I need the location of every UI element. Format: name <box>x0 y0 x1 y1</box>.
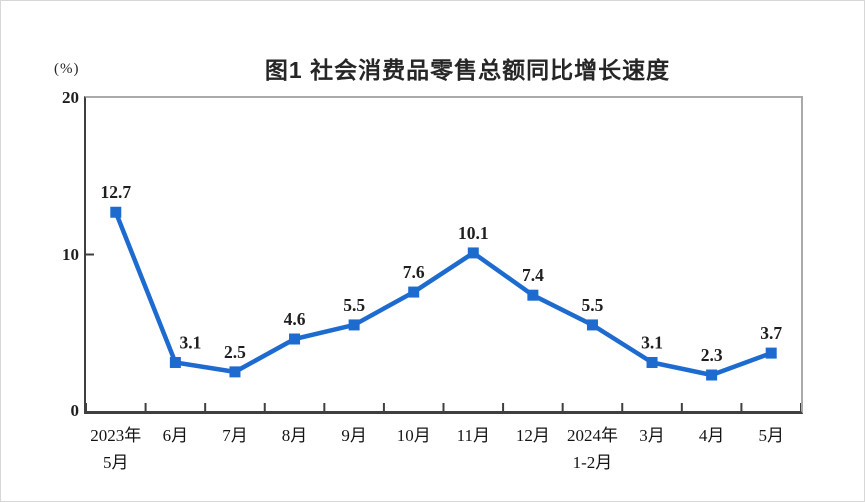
x-axis-label: 8月 <box>247 422 343 449</box>
x-axis-label: 4月 <box>664 422 760 449</box>
x-axis-label-line: 9月 <box>341 426 367 445</box>
data-point-label: 7.6 <box>403 262 425 282</box>
data-point-marker <box>765 347 777 359</box>
x-axis-label-line: 12月 <box>515 426 550 445</box>
x-axis-label-line: 4月 <box>698 426 725 445</box>
x-axis-label: 6月 <box>127 422 223 449</box>
data-point-marker <box>408 286 420 298</box>
line-chart: 12.7 3.1 2.5 4.6 5.5 7.6 10.1 7.4 5.5 3.1 2.3 3.7 <box>86 182 801 411</box>
x-axis-label: 3月 <box>604 422 700 449</box>
y-axis-tick-label: 0 <box>70 401 80 420</box>
x-axis-label: 12月 <box>485 422 581 449</box>
y-axis-tick-label: 10 <box>62 244 79 264</box>
trend-line <box>113 211 772 378</box>
x-axis-label: 2024年 1-2月 <box>544 422 640 476</box>
x-axis-label-line: 6月 <box>162 426 189 445</box>
x-axis-label: 2023年 5月 <box>68 422 164 476</box>
data-point-marker <box>348 319 360 331</box>
data-point-label: 4.6 <box>284 309 306 329</box>
data-point-marker <box>527 289 539 301</box>
x-axis-label: 10月 <box>366 422 462 449</box>
data-point-label: 10.1 <box>458 223 489 243</box>
data-point-marker <box>110 206 122 218</box>
plot-area: 12.7 3.1 2.5 4.6 5.5 7.6 10.1 7.4 5.5 3.1 2.3 3.7 <box>84 96 803 414</box>
data-point-marker <box>586 319 598 331</box>
chart-title: 图1 社会消费品零售总额同比增长速度 <box>264 57 671 83</box>
data-point-label: 3.1 <box>179 332 201 352</box>
x-axis-labels: 2023年 5月 6月 7月 8月 9月 10月 11月 12月 2024年 1-2月 3月 4月 5月 <box>86 422 801 492</box>
x-axis-label-line: 11月 <box>456 426 490 445</box>
x-axis-label: 11月 <box>425 422 521 449</box>
data-point-marker <box>467 247 479 259</box>
data-point-marker <box>706 369 718 381</box>
y-axis-tick-label: 20 <box>62 88 79 107</box>
data-point-marker <box>646 356 658 368</box>
data-point-marker <box>289 333 301 345</box>
x-axis-label-line: 5月 <box>758 426 784 445</box>
x-axis-label-line: 10月 <box>396 426 431 445</box>
data-point-label: 3.7 <box>760 323 782 343</box>
x-axis-label-line: 1-2月 <box>572 453 613 472</box>
x-axis-label-line: 5月 <box>103 453 129 472</box>
data-point-label: 5.5 <box>343 295 365 315</box>
data-point-label: 5.5 <box>582 295 604 315</box>
data-point-label: 2.3 <box>701 345 723 365</box>
x-axis-label: 9月 <box>306 422 402 449</box>
y-axis-unit-label: (%) <box>54 61 80 77</box>
data-point-label: 12.7 <box>100 182 131 202</box>
x-axis-label-line: 2023年 <box>90 426 142 445</box>
data-point-marker <box>169 356 181 368</box>
data-point-label: 3.1 <box>641 332 663 352</box>
data-point-label: 2.5 <box>224 342 246 362</box>
x-axis-label-line: 2024年 <box>566 426 618 445</box>
data-point-label: 7.4 <box>522 265 544 285</box>
x-axis-label: 7月 <box>187 422 283 449</box>
x-axis-label-line: 3月 <box>639 426 665 445</box>
x-axis-label: 5月 <box>723 422 819 449</box>
x-axis-label-line: 8月 <box>281 426 308 445</box>
data-point-marker <box>229 366 241 378</box>
x-axis-label-line: 7月 <box>222 426 248 445</box>
